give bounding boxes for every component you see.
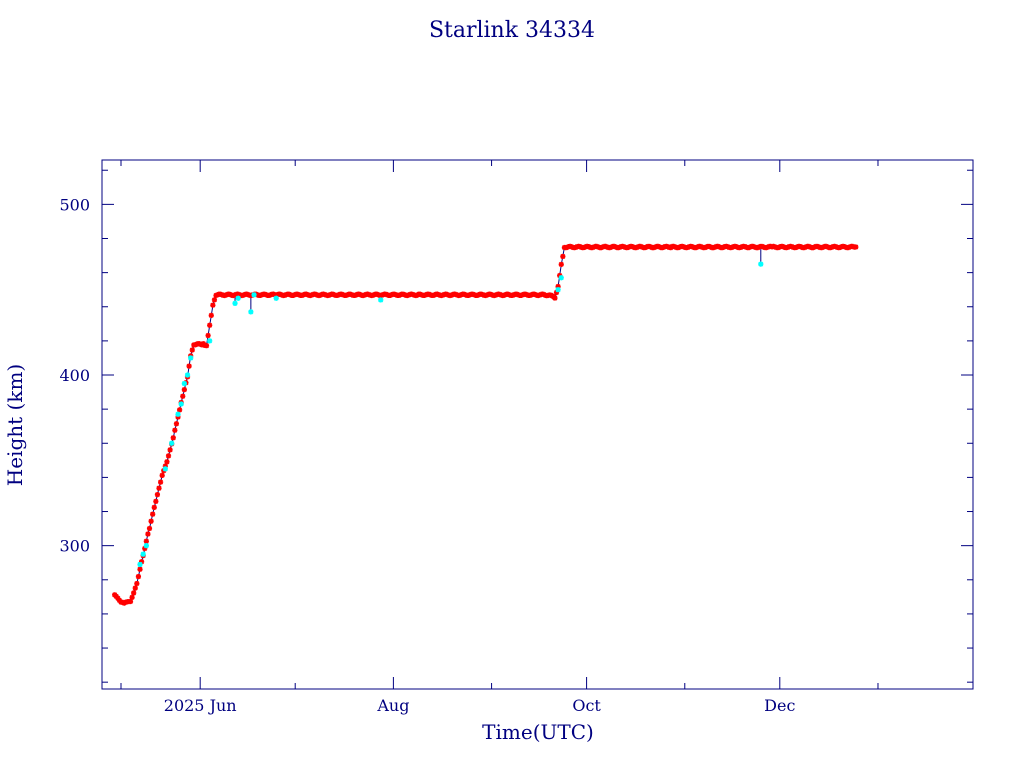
y-axis-label: Height (km) bbox=[3, 364, 27, 486]
x-tick-label: Aug bbox=[376, 696, 409, 715]
data-point-red bbox=[853, 244, 859, 250]
data-point-red bbox=[159, 472, 165, 478]
data-point-red bbox=[173, 421, 180, 427]
data-point-red bbox=[164, 459, 170, 465]
data-point-cyan bbox=[248, 309, 254, 315]
data-point-red bbox=[129, 594, 135, 600]
data-point-cyan bbox=[143, 543, 149, 549]
data-point-red bbox=[552, 295, 558, 301]
y-tick-labels: 300 400 500 bbox=[59, 195, 90, 555]
data-point-red bbox=[131, 590, 137, 596]
data-point-red bbox=[553, 289, 560, 296]
data-point-red bbox=[145, 531, 151, 537]
data-point-red bbox=[172, 427, 178, 433]
data-point-red bbox=[205, 332, 211, 339]
data-point-cyan bbox=[273, 295, 279, 301]
x-tick-label: Dec bbox=[764, 696, 795, 715]
data-point-red bbox=[555, 283, 561, 290]
data-point-red bbox=[150, 511, 156, 517]
data-point-red bbox=[142, 545, 148, 552]
data-point-red bbox=[134, 580, 140, 587]
data-point-cyan bbox=[207, 338, 213, 344]
data-point-red bbox=[165, 453, 172, 459]
data-point-red bbox=[560, 253, 566, 260]
data-point-cyan bbox=[169, 440, 175, 446]
connector-lines bbox=[114, 245, 856, 604]
data-point-red bbox=[143, 538, 149, 544]
data-point-red bbox=[127, 598, 134, 605]
data-point-cyan bbox=[555, 287, 561, 293]
data-point-red bbox=[137, 566, 143, 572]
x-axis-label: Time(UTC) bbox=[482, 720, 594, 744]
data-point-cyan bbox=[188, 355, 194, 361]
chart-title: Starlink 34334 bbox=[429, 18, 595, 43]
x-tick-label: Oct bbox=[572, 696, 601, 715]
y-tick-label: 300 bbox=[59, 537, 90, 556]
plot-frame bbox=[101, 159, 974, 690]
x-tick-label: 2025 Jun bbox=[164, 696, 237, 715]
data-point-red bbox=[162, 463, 168, 469]
data-point-red bbox=[157, 479, 164, 485]
data-point-red bbox=[154, 492, 161, 498]
data-point-cyan bbox=[140, 551, 146, 557]
data-point-red bbox=[208, 312, 214, 319]
data-point-red bbox=[210, 302, 216, 308]
data-point-red bbox=[203, 343, 210, 349]
data-point-red bbox=[138, 559, 145, 565]
data-point-red bbox=[156, 485, 162, 491]
data-point-red bbox=[558, 261, 564, 268]
data-point-cyan bbox=[162, 466, 168, 472]
data-point-cyan bbox=[184, 372, 191, 378]
data-point-cyan bbox=[181, 380, 187, 387]
data-point-cyan bbox=[137, 561, 143, 568]
data-point-red bbox=[132, 585, 138, 591]
axis-ticks bbox=[102, 160, 973, 689]
series-line bbox=[114, 245, 856, 604]
data-point-red bbox=[170, 435, 176, 441]
y-tick-label: 400 bbox=[59, 366, 90, 385]
data-point-cyan bbox=[558, 275, 564, 281]
data-point-red bbox=[175, 414, 181, 420]
data-point-cyan bbox=[178, 401, 184, 407]
data-point-red bbox=[153, 498, 159, 504]
data-point-red bbox=[181, 387, 187, 393]
data-point-red bbox=[211, 297, 218, 303]
data-point-cyan bbox=[175, 411, 181, 417]
data-point-cyan bbox=[251, 292, 257, 298]
data-point-red bbox=[148, 518, 154, 524]
plot-area: 2025 Jun Aug Oct Dec 300 400 500 bbox=[59, 159, 974, 715]
data-point-cyan bbox=[758, 261, 764, 267]
data-point-red bbox=[146, 525, 153, 532]
data-point-red bbox=[207, 322, 213, 328]
data-point-red bbox=[180, 393, 186, 399]
data-point-cyan bbox=[232, 300, 238, 306]
data-point-red bbox=[135, 573, 142, 580]
data-points bbox=[112, 243, 859, 606]
data-point-red bbox=[176, 407, 183, 413]
data-point-cyan bbox=[378, 297, 384, 303]
data-point-red bbox=[186, 363, 192, 369]
y-tick-label: 500 bbox=[59, 195, 90, 214]
data-point-cyan bbox=[235, 295, 241, 301]
x-tick-labels: 2025 Jun Aug Oct Dec bbox=[164, 696, 796, 715]
data-point-red bbox=[189, 347, 195, 353]
data-point-red bbox=[167, 447, 173, 453]
data-point-red bbox=[151, 504, 157, 511]
